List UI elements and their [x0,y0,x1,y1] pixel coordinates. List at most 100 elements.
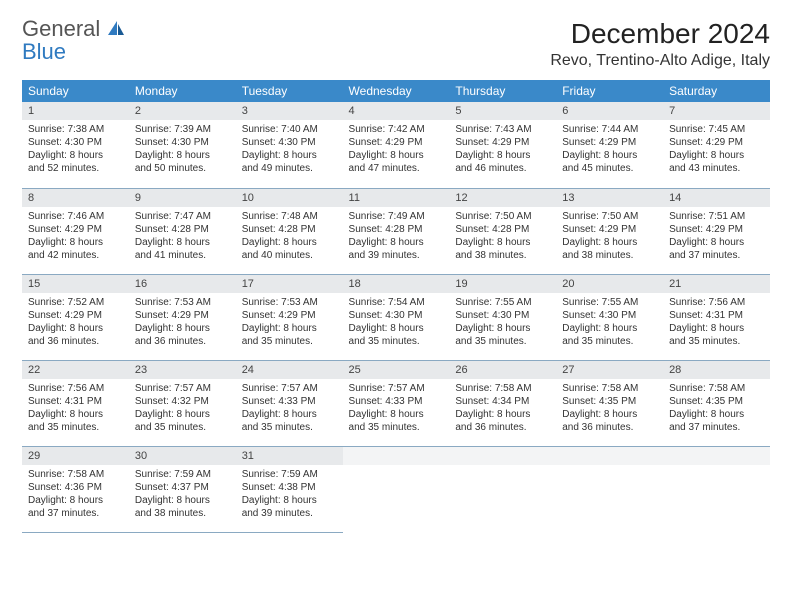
day-number: 7 [663,102,770,120]
sunset-text: Sunset: 4:28 PM [455,223,550,236]
day-number: 29 [22,447,129,465]
brand-logo: General Blue [22,18,125,64]
daylight-line1: Daylight: 8 hours [349,322,444,335]
daylight-line2: and 38 minutes. [135,507,230,520]
sunrise-text: Sunrise: 7:45 AM [669,123,764,136]
calendar-day-cell [556,446,663,532]
sunrise-text: Sunrise: 7:42 AM [349,123,444,136]
sunset-text: Sunset: 4:38 PM [242,481,337,494]
day-number: 30 [129,447,236,465]
calendar-day-cell [663,446,770,532]
daylight-line1: Daylight: 8 hours [135,494,230,507]
sunset-text: Sunset: 4:30 PM [562,309,657,322]
calendar-day-cell: 18Sunrise: 7:54 AMSunset: 4:30 PMDayligh… [343,274,450,360]
sunset-text: Sunset: 4:33 PM [349,395,444,408]
daylight-line2: and 35 minutes. [669,335,764,348]
sunrise-text: Sunrise: 7:47 AM [135,210,230,223]
calendar-day-cell: 3Sunrise: 7:40 AMSunset: 4:30 PMDaylight… [236,102,343,188]
daylight-line1: Daylight: 8 hours [455,149,550,162]
day-body: Sunrise: 7:39 AMSunset: 4:30 PMDaylight:… [129,120,236,179]
day-number-empty [449,447,556,465]
sunrise-text: Sunrise: 7:56 AM [669,296,764,309]
title-block: December 2024 Revo, Trentino-Alto Adige,… [550,18,770,70]
day-body: Sunrise: 7:55 AMSunset: 4:30 PMDaylight:… [556,293,663,352]
sunset-text: Sunset: 4:30 PM [135,136,230,149]
sunrise-text: Sunrise: 7:53 AM [242,296,337,309]
calendar-day-cell: 31Sunrise: 7:59 AMSunset: 4:38 PMDayligh… [236,446,343,532]
sunrise-text: Sunrise: 7:44 AM [562,123,657,136]
calendar-day-cell: 22Sunrise: 7:56 AMSunset: 4:31 PMDayligh… [22,360,129,446]
calendar-day-cell: 9Sunrise: 7:47 AMSunset: 4:28 PMDaylight… [129,188,236,274]
sunrise-text: Sunrise: 7:49 AM [349,210,444,223]
daylight-line1: Daylight: 8 hours [135,322,230,335]
day-body: Sunrise: 7:46 AMSunset: 4:29 PMDaylight:… [22,207,129,266]
calendar-day-cell: 27Sunrise: 7:58 AMSunset: 4:35 PMDayligh… [556,360,663,446]
day-header: Saturday [663,80,770,102]
daylight-line1: Daylight: 8 hours [135,149,230,162]
day-body: Sunrise: 7:50 AMSunset: 4:29 PMDaylight:… [556,207,663,266]
daylight-line2: and 39 minutes. [242,507,337,520]
daylight-line2: and 35 minutes. [135,421,230,434]
day-body: Sunrise: 7:42 AMSunset: 4:29 PMDaylight:… [343,120,450,179]
calendar-day-cell: 2Sunrise: 7:39 AMSunset: 4:30 PMDaylight… [129,102,236,188]
daylight-line2: and 38 minutes. [455,249,550,262]
daylight-line1: Daylight: 8 hours [669,322,764,335]
calendar-day-cell: 24Sunrise: 7:57 AMSunset: 4:33 PMDayligh… [236,360,343,446]
day-body: Sunrise: 7:56 AMSunset: 4:31 PMDaylight:… [663,293,770,352]
day-number: 20 [556,275,663,293]
daylight-line1: Daylight: 8 hours [669,408,764,421]
daylight-line1: Daylight: 8 hours [28,408,123,421]
day-number: 25 [343,361,450,379]
day-number: 14 [663,189,770,207]
sunrise-text: Sunrise: 7:52 AM [28,296,123,309]
sunrise-text: Sunrise: 7:38 AM [28,123,123,136]
day-header: Thursday [449,80,556,102]
daylight-line2: and 46 minutes. [455,162,550,175]
day-body: Sunrise: 7:52 AMSunset: 4:29 PMDaylight:… [22,293,129,352]
day-body: Sunrise: 7:51 AMSunset: 4:29 PMDaylight:… [663,207,770,266]
daylight-line2: and 36 minutes. [135,335,230,348]
sunrise-text: Sunrise: 7:48 AM [242,210,337,223]
sunset-text: Sunset: 4:28 PM [242,223,337,236]
daylight-line1: Daylight: 8 hours [28,236,123,249]
calendar-day-cell: 30Sunrise: 7:59 AMSunset: 4:37 PMDayligh… [129,446,236,532]
day-header: Sunday [22,80,129,102]
daylight-line1: Daylight: 8 hours [28,494,123,507]
day-body: Sunrise: 7:59 AMSunset: 4:38 PMDaylight:… [236,465,343,524]
day-body: Sunrise: 7:40 AMSunset: 4:30 PMDaylight:… [236,120,343,179]
day-number: 28 [663,361,770,379]
day-header-row: Sunday Monday Tuesday Wednesday Thursday… [22,80,770,102]
daylight-line2: and 36 minutes. [562,421,657,434]
day-number: 9 [129,189,236,207]
daylight-line1: Daylight: 8 hours [562,149,657,162]
day-body: Sunrise: 7:59 AMSunset: 4:37 PMDaylight:… [129,465,236,524]
day-body: Sunrise: 7:55 AMSunset: 4:30 PMDaylight:… [449,293,556,352]
day-number: 23 [129,361,236,379]
calendar-day-cell: 19Sunrise: 7:55 AMSunset: 4:30 PMDayligh… [449,274,556,360]
calendar-day-cell: 26Sunrise: 7:58 AMSunset: 4:34 PMDayligh… [449,360,556,446]
daylight-line1: Daylight: 8 hours [562,408,657,421]
daylight-line1: Daylight: 8 hours [242,322,337,335]
sunrise-text: Sunrise: 7:39 AM [135,123,230,136]
sunset-text: Sunset: 4:36 PM [28,481,123,494]
sunrise-text: Sunrise: 7:57 AM [349,382,444,395]
calendar-table: Sunday Monday Tuesday Wednesday Thursday… [22,80,770,533]
daylight-line1: Daylight: 8 hours [28,322,123,335]
calendar-day-cell: 5Sunrise: 7:43 AMSunset: 4:29 PMDaylight… [449,102,556,188]
day-number: 4 [343,102,450,120]
daylight-line2: and 47 minutes. [349,162,444,175]
sunrise-text: Sunrise: 7:56 AM [28,382,123,395]
day-number: 24 [236,361,343,379]
daylight-line2: and 49 minutes. [242,162,337,175]
daylight-line1: Daylight: 8 hours [242,149,337,162]
day-body: Sunrise: 7:47 AMSunset: 4:28 PMDaylight:… [129,207,236,266]
sunrise-text: Sunrise: 7:51 AM [669,210,764,223]
day-number-empty [343,447,450,465]
sunset-text: Sunset: 4:29 PM [135,309,230,322]
day-number: 2 [129,102,236,120]
daylight-line2: and 36 minutes. [28,335,123,348]
daylight-line1: Daylight: 8 hours [135,408,230,421]
sunset-text: Sunset: 4:29 PM [28,309,123,322]
day-body: Sunrise: 7:48 AMSunset: 4:28 PMDaylight:… [236,207,343,266]
sunrise-text: Sunrise: 7:59 AM [135,468,230,481]
